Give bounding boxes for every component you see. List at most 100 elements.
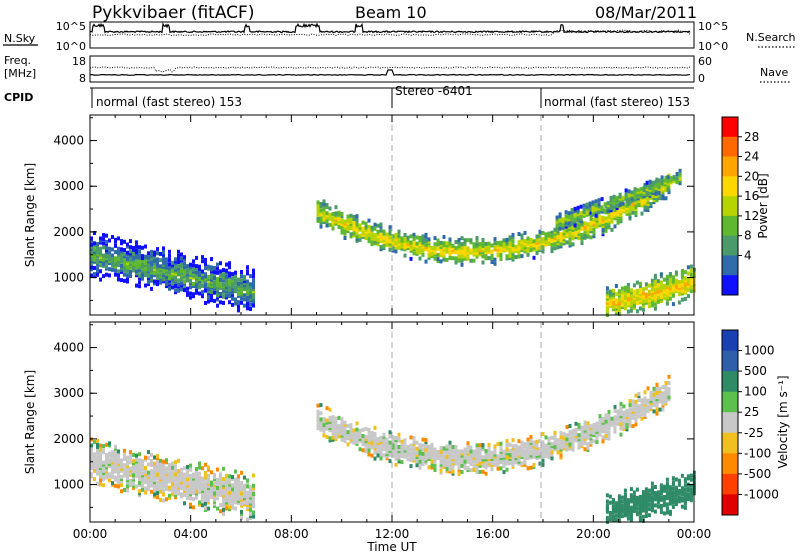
heatmap-cell (641, 287, 645, 292)
heatmap-cell (370, 439, 374, 444)
heatmap-cell (96, 461, 99, 466)
heatmap-cell (448, 444, 452, 449)
heatmap-cell (126, 472, 129, 477)
heatmap-cell (564, 210, 568, 215)
heatmap-cell (659, 495, 663, 500)
heatmap-cell (322, 215, 326, 220)
heatmap-cell (373, 450, 377, 455)
heatmap-cell (568, 442, 572, 447)
heatmap-cell (141, 262, 144, 267)
heatmap-cell (120, 489, 123, 494)
heatmap-cell (403, 245, 407, 250)
heatmap-cell (568, 231, 572, 236)
heatmap-cell (418, 453, 422, 458)
heatmap-cell (114, 444, 117, 449)
heatmap-cell (517, 455, 521, 460)
heatmap-cell (580, 434, 584, 438)
heatmap-cell (637, 414, 641, 419)
heatmap-cell (123, 473, 126, 478)
heatmap-cell (628, 423, 632, 428)
heatmap-cell (207, 482, 210, 486)
heatmap-cell (577, 443, 581, 448)
heatmap-cell (394, 442, 398, 447)
heatmap-cell (249, 491, 252, 496)
heatmap-cell (639, 187, 643, 192)
heatmap-cell (499, 253, 503, 257)
heatmap-cell (484, 463, 488, 468)
heatmap-cell (613, 210, 617, 214)
heatmap-cell (660, 175, 664, 180)
heatmap-cell (204, 481, 207, 486)
heatmap-cell (198, 502, 201, 507)
heatmap-cell (418, 449, 422, 454)
heatmap-cell (460, 248, 464, 253)
heatmap-cell (583, 225, 587, 230)
heatmap-cell (210, 273, 213, 278)
heatmap-cell (198, 465, 201, 470)
heatmap-cell (668, 493, 672, 498)
heatmap-cell (93, 440, 96, 445)
heatmap-cell (475, 250, 479, 255)
heatmap-cell (198, 277, 201, 282)
heatmap-cell (165, 271, 168, 276)
heatmap-cell (364, 236, 368, 240)
heatmap-cell (650, 498, 654, 503)
heatmap-cell (252, 291, 255, 296)
heatmap-cell (162, 488, 165, 493)
heatmap-cell (367, 448, 371, 453)
heatmap-cell (616, 409, 620, 414)
colorbar-cell (722, 453, 738, 475)
heatmap-cell (653, 509, 657, 514)
y-tick-label: 3000 (53, 179, 84, 193)
heatmap-cell (442, 235, 446, 239)
heatmap-cell (650, 295, 654, 300)
heatmap-cell (168, 471, 171, 476)
heatmap-cell (680, 289, 684, 294)
heatmap-cell (620, 495, 624, 500)
colorbar-tick-label: -25 (744, 426, 764, 440)
heatmap-cell (668, 272, 672, 276)
heatmap-cell (120, 458, 123, 463)
heatmap-cell (388, 225, 392, 230)
heatmap-cell (592, 234, 596, 239)
heatmap-cell (487, 461, 491, 466)
heatmap-cell (403, 253, 407, 258)
heatmap-cell (252, 295, 255, 300)
heatmap-cell (436, 257, 440, 261)
heatmap-cell (252, 268, 255, 273)
heatmap-cell (556, 442, 560, 447)
heatmap-cell (680, 283, 684, 288)
heatmap-cell (195, 272, 198, 277)
heatmap-cell (243, 278, 246, 283)
heatmap-cell (640, 412, 644, 417)
heatmap-cell (222, 512, 225, 516)
heatmap-cell (171, 465, 174, 470)
heatmap-cell (376, 242, 380, 247)
heatmap-cell (186, 274, 189, 279)
heatmap-cell (147, 472, 150, 477)
heatmap-cell (632, 494, 636, 499)
heatmap-cell (240, 497, 243, 502)
heatmap-cell (635, 495, 639, 500)
heatmap-cell (662, 296, 666, 301)
heatmap-cell (418, 443, 422, 448)
heatmap-cell (412, 440, 416, 445)
heatmap-cell (460, 470, 464, 474)
heatmap-cell (153, 484, 156, 489)
heatmap-cell (349, 429, 353, 434)
heatmap-cell (538, 439, 542, 443)
heatmap-cell (565, 228, 569, 233)
heatmap-cell (604, 228, 608, 233)
heatmap-cell (243, 475, 246, 480)
heatmap-cell (150, 264, 153, 269)
heatmap-cell (433, 468, 437, 472)
heatmap-cell (379, 245, 383, 250)
heatmap-cell (240, 294, 243, 299)
heatmap-cell (207, 477, 210, 482)
heatmap-cell (641, 307, 645, 312)
heatmap-cell (634, 408, 638, 412)
heatmap-cell (499, 441, 503, 446)
heatmap-cell (505, 443, 509, 448)
heatmap-cell (634, 399, 638, 404)
heatmap-cell (355, 421, 359, 426)
